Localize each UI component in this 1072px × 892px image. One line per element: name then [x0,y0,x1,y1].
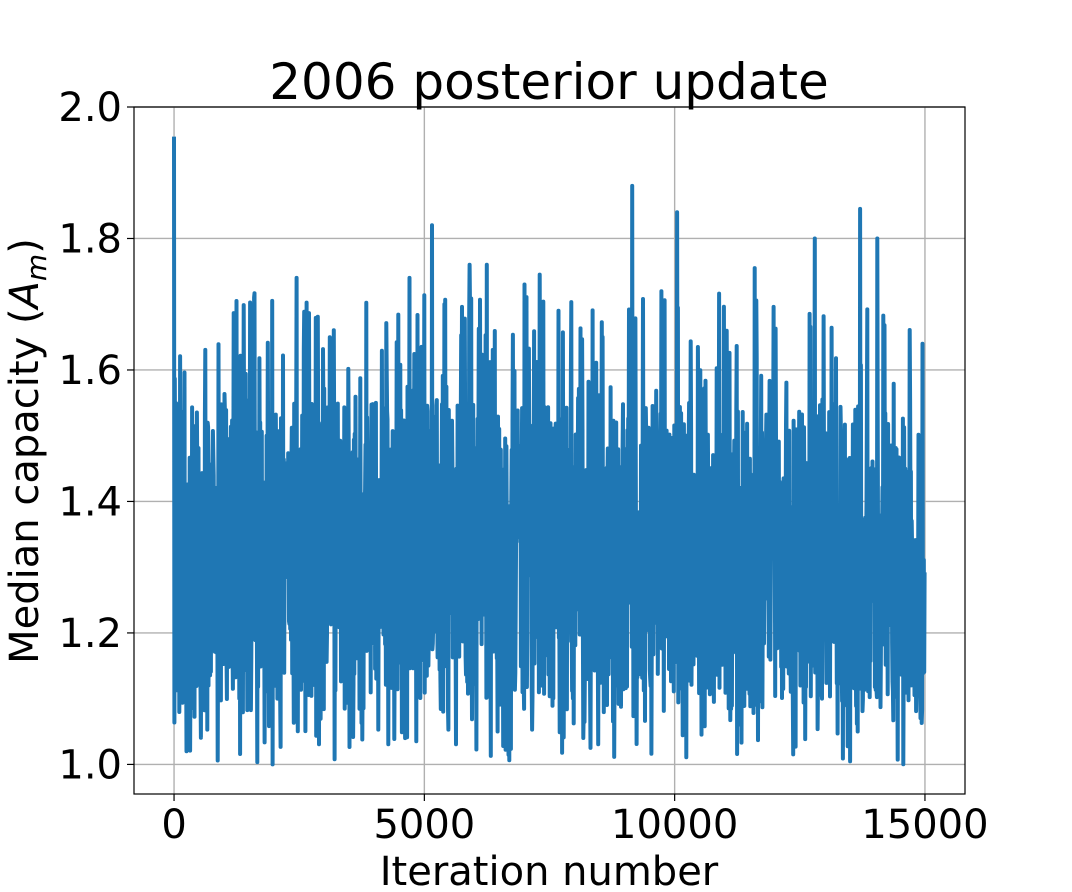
x-tick-label: 15000 [861,802,988,848]
y-axis-label-close: ) [2,238,48,254]
y-tick-label: 1.6 [58,348,122,394]
series-layer [172,136,927,767]
y-tick-label: 1.8 [58,216,122,262]
plot-frame [133,106,966,795]
chart-title: 2006 posterior update [269,53,829,111]
x-tick-label: 5000 [373,802,475,848]
y-axis-label: Median capacity (Am) [2,238,53,664]
x-axis-label: Iteration number [380,849,719,892]
y-axis-label-subscript: m [20,254,53,281]
tick-layer: 0 5000 10000 15000 1.0 1.2 1.4 1.6 1.8 2.0 [58,85,988,848]
y-axis-label-main: Median capacity ( [2,308,48,663]
y-tick-label: 1.4 [58,479,122,525]
y-tick-label: 1.0 [58,742,122,788]
y-axis-label-symbol: A [2,281,48,311]
y-tick-label: 1.2 [58,611,122,657]
y-tick-label: 2.0 [58,85,122,131]
series-line [172,136,927,767]
x-tick-label: 0 [161,802,186,848]
x-tick-label: 10000 [611,802,738,848]
